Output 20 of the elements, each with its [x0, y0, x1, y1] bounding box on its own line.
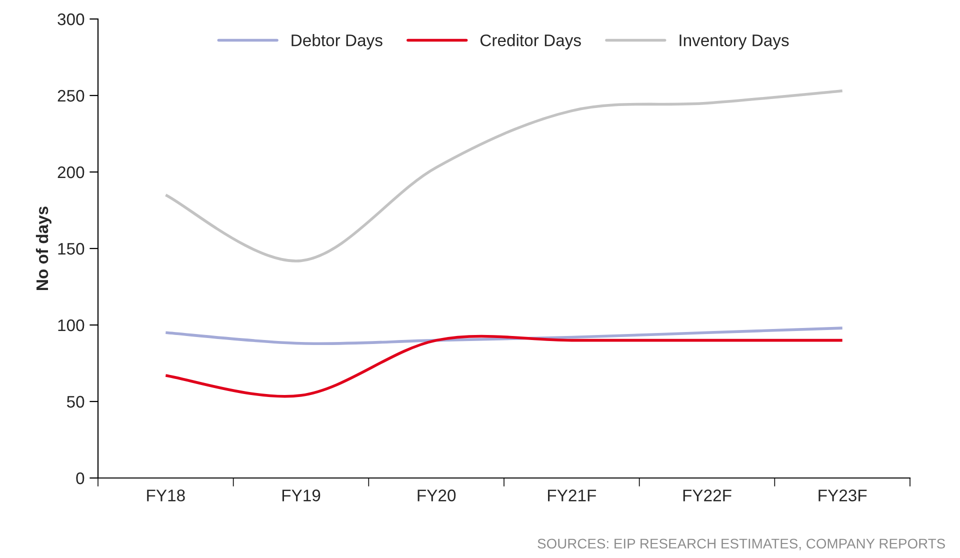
x-tick-label: FY21F	[548, 490, 596, 502]
y-tick-label: 100	[58, 319, 84, 332]
line-series	[164, 326, 844, 346]
x-tick-label: FY18	[147, 490, 185, 502]
y-tick-label: 200	[58, 166, 84, 178]
y-tick-label: 50	[66, 396, 84, 408]
x-tick-label: FY19	[282, 490, 320, 502]
y-axis-title: No of days	[36, 206, 52, 290]
x-tick-label: FY22F	[683, 490, 732, 502]
x-tick-label: FY20	[418, 490, 456, 502]
legend-label: Creditor Days	[480, 34, 581, 50]
legend-label: Debtor Days	[292, 34, 382, 50]
y-tick-label: 250	[58, 90, 84, 102]
y-tick-label: 150	[58, 242, 84, 255]
line-series	[164, 90, 844, 262]
legend-label: Inventory Days	[680, 34, 789, 50]
x-tick-label: FY23F	[818, 490, 867, 502]
y-tick-label: 300	[58, 13, 84, 26]
y-tick-label: 0	[76, 472, 84, 484]
source-note: SOURCES: EIP RESEARCH ESTIMATES, COMPANY REPORTS	[538, 538, 945, 550]
